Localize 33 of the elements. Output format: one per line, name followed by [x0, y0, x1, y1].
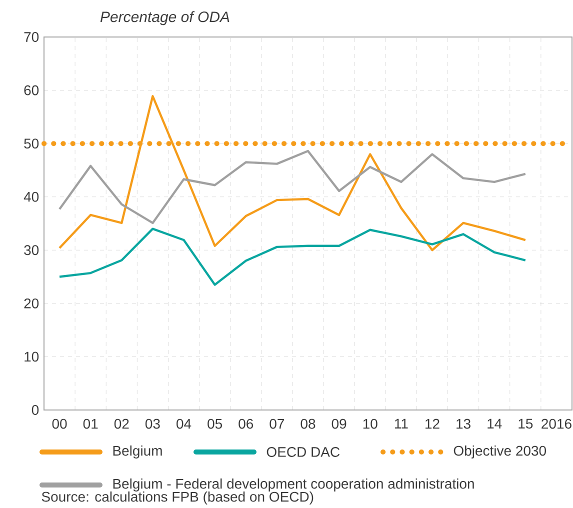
x-tick-label: 06 — [238, 418, 254, 429]
y-tick-label: 50 — [24, 138, 39, 149]
x-tick-label: 12 — [426, 418, 440, 429]
x-tick-label: 10 — [363, 418, 378, 429]
x-tick-label: 07 — [270, 418, 284, 429]
y-tick-label: 60 — [24, 85, 39, 96]
y-tick-label: 10 — [24, 352, 39, 362]
x-tick-label: 04 — [176, 418, 192, 429]
chart-subtitle: Percentage of ODA — [100, 11, 230, 26]
x-tick-label: 2016 — [542, 418, 572, 429]
y-tick-label: 40 — [24, 192, 39, 202]
legend-label: Objective 2030 — [454, 445, 546, 459]
x-tick-label: 14 — [488, 418, 502, 428]
source-note: Source: calculations FPB (based on OECD) — [42, 491, 314, 505]
x-tick-label: 03 — [145, 418, 160, 429]
y-tick-label: 20 — [24, 298, 39, 308]
x-tick-label: 09 — [332, 418, 346, 429]
y-tick-label: 70 — [24, 32, 39, 42]
x-tick-label: 01 — [83, 418, 98, 429]
x-tick-label: 02 — [114, 418, 129, 429]
legend-label: Belgium — [113, 445, 162, 459]
line-series — [58, 228, 527, 286]
x-tick-label: 08 — [300, 418, 316, 429]
x-tick-label: 13 — [456, 418, 470, 429]
x-tick-label: 05 — [208, 418, 222, 429]
x-tick-label: 11 — [394, 418, 408, 428]
y-tick-label: 0 — [32, 405, 39, 415]
legend-label: OECD DAC — [266, 447, 340, 457]
x-tick-label: 15 — [518, 418, 533, 429]
legend-label: Belgium - Federal development cooperation administration — [113, 478, 474, 492]
y-tick-label: 30 — [24, 245, 39, 256]
line-series — [58, 150, 527, 224]
x-tick-label: 00 — [52, 418, 67, 429]
